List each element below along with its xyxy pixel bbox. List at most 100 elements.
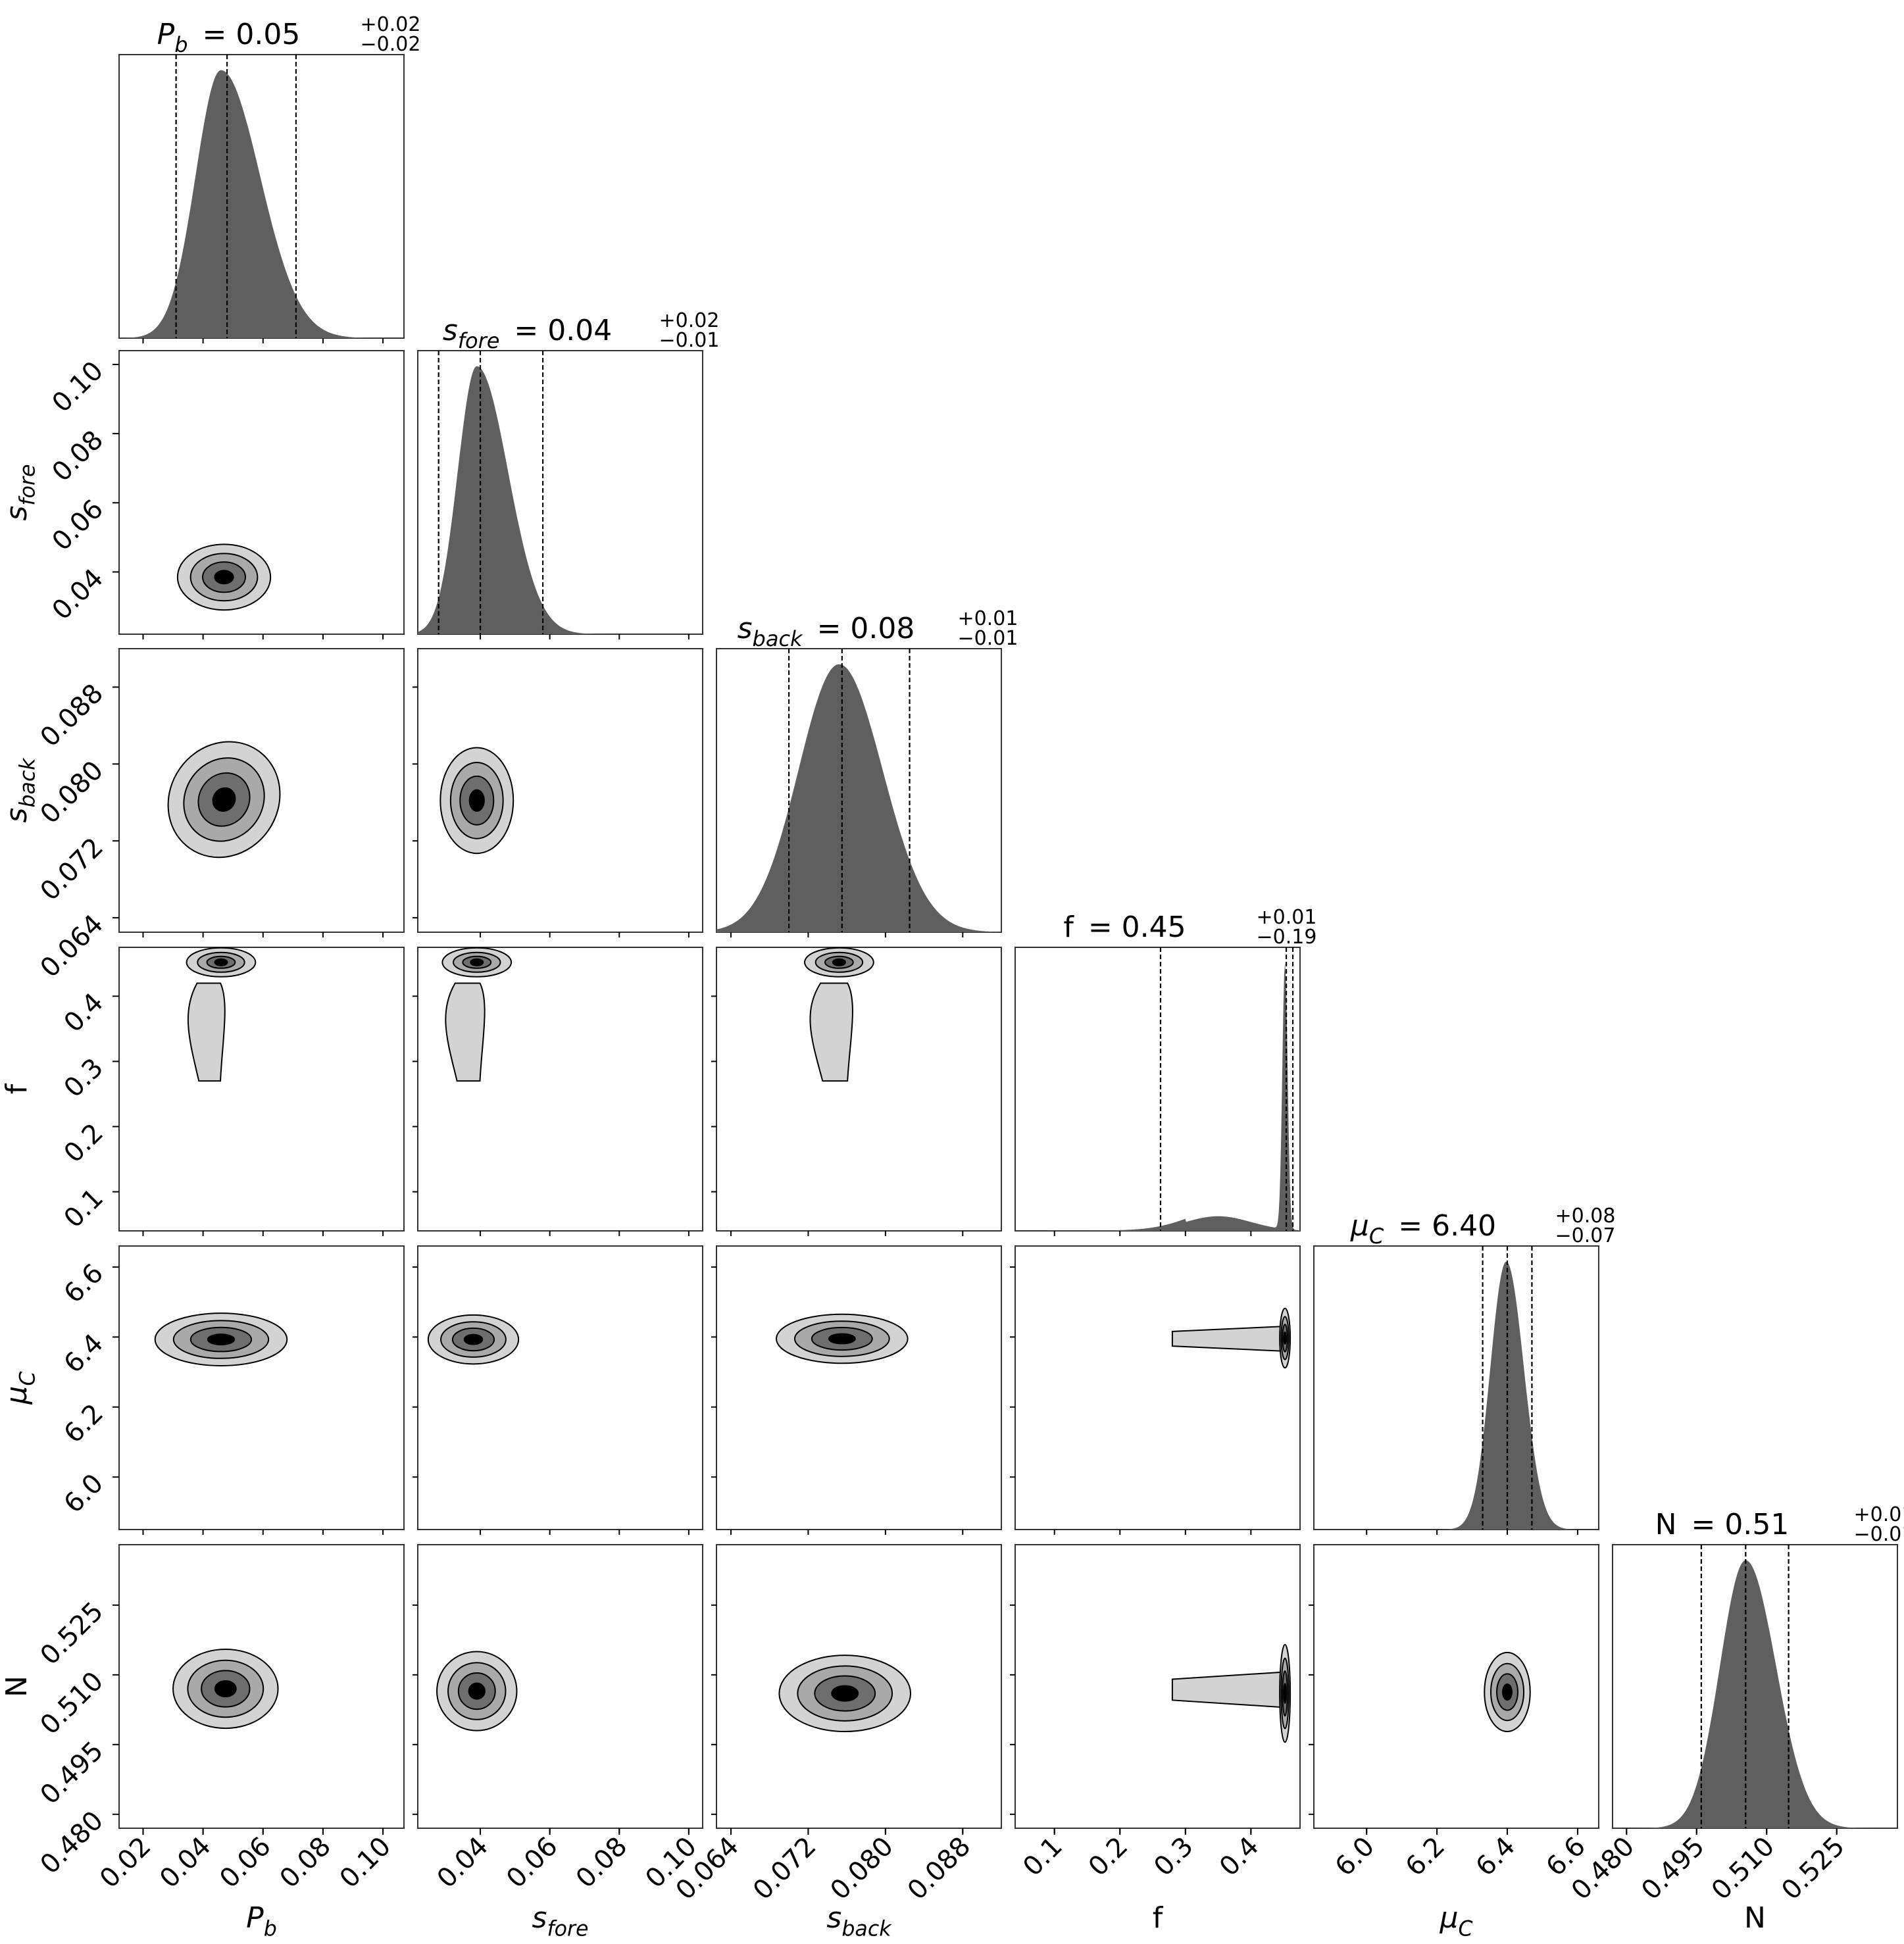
title-minus-sback: −0.01 bbox=[958, 627, 1018, 650]
title-value: = 0.08 bbox=[808, 612, 915, 645]
hist-title-Pb: Pb = 0.05 bbox=[157, 18, 301, 57]
x-axis-label-f: f bbox=[1153, 1901, 1164, 1935]
y-tick-label: 6.6 bbox=[59, 1258, 110, 1309]
contour-panel-sfore-f bbox=[417, 947, 703, 1232]
title-value: = 6.40 bbox=[1389, 1209, 1496, 1243]
x-axis-label-sfore: sfore bbox=[532, 1901, 589, 1941]
y-axis-label-sback: sback bbox=[0, 757, 39, 823]
y-tick-label: 0.06 bbox=[47, 494, 110, 557]
panel-frame bbox=[118, 1245, 405, 1530]
contour-level-4 bbox=[463, 1333, 484, 1345]
title-plus-Pb: +0.02 bbox=[361, 13, 421, 36]
hist-panel-f bbox=[1015, 947, 1301, 1232]
hist-title-sback: sback = 0.08 bbox=[738, 612, 915, 651]
label-main: μ bbox=[0, 1386, 34, 1405]
contour-level-4 bbox=[207, 1333, 236, 1346]
x-tick-label: 6.0 bbox=[1330, 1832, 1381, 1883]
hist-area-Pb bbox=[119, 70, 404, 338]
label-sub: back bbox=[841, 1917, 892, 1941]
contours bbox=[439, 747, 514, 855]
label-sub: fore bbox=[547, 1917, 588, 1941]
y-tick-label: 0.064 bbox=[35, 909, 110, 984]
contour-panel-Pb-N bbox=[118, 1544, 405, 1829]
y-tick-label: 0.04 bbox=[47, 563, 110, 626]
contour-panel-sback-N bbox=[716, 1544, 1002, 1829]
label-main: s bbox=[0, 808, 34, 823]
y-tick-label: 0.3 bbox=[59, 1053, 110, 1104]
contour-tail bbox=[1171, 1326, 1282, 1352]
hist-area-N bbox=[1613, 1560, 1897, 1828]
contour-panel-Pb-f bbox=[118, 947, 405, 1232]
contour-level-4 bbox=[1283, 1331, 1287, 1345]
title-sub: b bbox=[174, 32, 188, 57]
y-tick-label: 0.072 bbox=[35, 832, 110, 907]
contour-panel-f-N bbox=[1015, 1544, 1301, 1829]
y-tick-label: 0.088 bbox=[35, 678, 110, 753]
contours bbox=[1171, 1307, 1291, 1369]
x-axis-label-muC: μC bbox=[1439, 1901, 1472, 1941]
y-tick-label: 0.2 bbox=[59, 1118, 110, 1169]
y-tick-label: 6.4 bbox=[59, 1328, 110, 1380]
y-tick-label: 0.1 bbox=[59, 1183, 110, 1234]
contours bbox=[441, 947, 513, 1082]
x-tick-label: 0.10 bbox=[334, 1832, 397, 1895]
title-minus-N: −0.01 bbox=[1854, 1523, 1904, 1546]
label-main: f bbox=[0, 1083, 34, 1094]
hist-area-sfore bbox=[418, 366, 703, 634]
title-symbol: N bbox=[1655, 1508, 1677, 1541]
x-tick-label: 0.1 bbox=[1017, 1832, 1068, 1883]
x-tick-label: 0.06 bbox=[501, 1832, 564, 1895]
x-axis-label-sback: sback bbox=[826, 1901, 892, 1941]
x-tick-label: 0.3 bbox=[1148, 1832, 1199, 1883]
label-main: s bbox=[826, 1901, 841, 1935]
contours bbox=[1171, 1643, 1291, 1743]
x-tick-label: 0.08 bbox=[274, 1832, 338, 1895]
y-tick-label: 0.08 bbox=[47, 425, 110, 488]
x-tick-label: 0.080 bbox=[824, 1832, 899, 1907]
y-axis-label-sfore: sfore bbox=[0, 464, 39, 521]
y-tick-label: 0.10 bbox=[47, 356, 110, 419]
contour-level-4 bbox=[468, 1682, 486, 1700]
title-plus-f: +0.01 bbox=[1257, 906, 1317, 929]
title-plus-N: +0.01 bbox=[1854, 1503, 1904, 1526]
contours bbox=[176, 543, 272, 611]
x-axis-muC: 6.0 6.2 6.4 6.6μC bbox=[1330, 1828, 1591, 1941]
contours bbox=[804, 947, 874, 1082]
x-tick-label: 0.2 bbox=[1083, 1832, 1134, 1883]
title-value: = 0.05 bbox=[193, 18, 301, 51]
x-tick-label: 0.072 bbox=[747, 1832, 822, 1907]
contours bbox=[427, 1314, 520, 1365]
hist-title-f: f = 0.45 bbox=[1063, 910, 1186, 944]
hist-panel-N bbox=[1612, 1544, 1898, 1829]
panel-frame bbox=[1015, 1245, 1301, 1530]
x-axis-Pb: 0.020.040.060.080.10 Pb bbox=[94, 1828, 397, 1941]
y-tick-label: 0.525 bbox=[35, 1596, 110, 1671]
hist-title-N: N = 0.51 bbox=[1655, 1508, 1790, 1541]
contour-panel-f-muC bbox=[1015, 1245, 1301, 1530]
contour-panel-sback-f bbox=[716, 947, 1002, 1232]
contour-panel-sfore-N bbox=[417, 1544, 703, 1829]
label-sub: back bbox=[16, 757, 39, 808]
label-main: N bbox=[1744, 1901, 1766, 1935]
x-axis-f: 0.1 0.2 0.3 0.4 f bbox=[1017, 1828, 1265, 1935]
title-plus-muC: +0.08 bbox=[1555, 1205, 1616, 1228]
contour-level-4 bbox=[214, 958, 228, 966]
hist-area-muC bbox=[1314, 1261, 1599, 1530]
hist-panel-sfore bbox=[417, 350, 703, 635]
panel-frame bbox=[1015, 947, 1301, 1232]
x-tick-label: 6.2 bbox=[1400, 1832, 1451, 1883]
contours bbox=[778, 1655, 912, 1733]
panel-frame bbox=[118, 947, 405, 1232]
y-axis-f: 0.1 0.2 0.3 0.4 f bbox=[0, 987, 119, 1234]
label-sub: C bbox=[1458, 1917, 1472, 1941]
x-tick-label: 0.4 bbox=[1214, 1832, 1265, 1883]
title-symbol: s bbox=[738, 612, 753, 645]
title-symbol: f bbox=[1063, 910, 1074, 944]
panel-frame bbox=[716, 1245, 1002, 1530]
contour-level-4 bbox=[470, 958, 484, 966]
title-sub: fore bbox=[458, 328, 500, 353]
